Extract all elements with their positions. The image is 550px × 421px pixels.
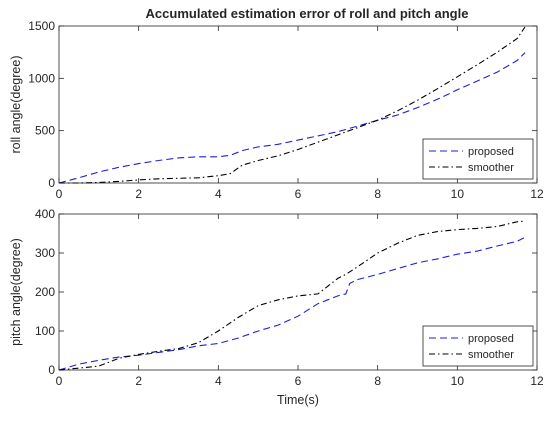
roll-y-axis-label: roll angle(degree) [9,56,23,154]
pitch-angle-plot: 0 2 4 6 8 10 12 0 100 200 300 400 pitch angle(degree… [9,207,544,407]
roll-x-tick-label: 12 [530,187,544,201]
pitch-series-smoother [58,220,526,371]
roll-angle-plot: 0 2 4 6 8 10 12 0 500 1000 1500 roll angle(degree) p… [9,19,544,201]
roll-legend-label-smoother: smoother [468,162,514,174]
pitch-y-tick-label: 300 [35,246,55,260]
roll-x-tick-label: 6 [295,187,302,201]
pitch-x-axis-label: Time(s) [277,393,319,407]
pitch-y-tick-label: 400 [35,207,55,221]
pitch-x-tick-label: 12 [530,374,544,388]
roll-x-tick-label: 8 [374,187,381,201]
pitch-x-tick-label: 4 [215,374,222,388]
pitch-legend-label-proposed: proposed [468,333,514,345]
pitch-x-tick-label: 0 [56,374,63,388]
pitch-series-proposed [58,236,526,371]
pitch-x-tick-label: 8 [374,374,381,388]
pitch-legend-label-smoother: smoother [468,349,514,361]
pitch-x-tick-label: 2 [135,374,142,388]
roll-x-tick-label: 0 [56,187,63,201]
roll-y-tick-label: 1000 [28,71,55,85]
roll-legend-box [422,138,534,180]
roll-x-tick-label: 10 [451,187,465,201]
roll-y-tick-label: 500 [35,124,55,138]
roll-series-smoother [59,26,526,184]
pitch-y-axis-label: pitch angle(degree) [9,238,23,346]
roll-legend: proposed smoother [422,138,534,180]
pitch-x-tick-label: 6 [295,374,302,388]
roll-x-tick-label: 4 [215,187,222,201]
roll-legend-label-proposed: proposed [468,146,514,158]
roll-y-tick-label: 1500 [28,19,55,33]
roll-x-tick-label: 2 [135,187,142,201]
chart-title: Accumulated estimation error of roll and… [146,6,469,21]
pitch-y-tick-label: 0 [48,363,55,377]
roll-y-tick-label: 0 [48,176,55,190]
pitch-legend: proposed smoother [422,325,534,367]
roll-series-proposed [58,52,526,184]
pitch-y-tick-label: 100 [35,324,55,338]
pitch-x-tick-label: 10 [451,374,465,388]
pitch-y-tick-label: 200 [35,285,55,299]
pitch-legend-box [422,325,534,367]
